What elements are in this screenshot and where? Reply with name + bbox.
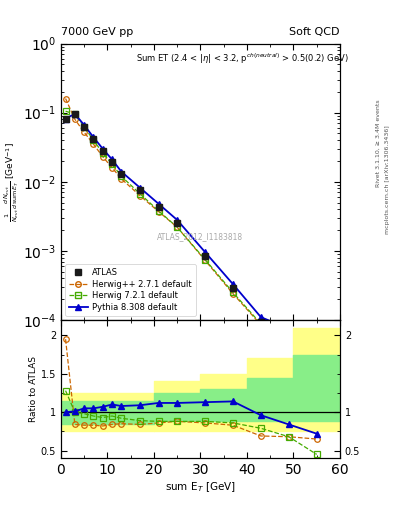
- Text: Soft QCD: Soft QCD: [290, 27, 340, 37]
- Text: 7000 GeV pp: 7000 GeV pp: [61, 27, 133, 37]
- X-axis label: sum E$_{T}$ [GeV]: sum E$_{T}$ [GeV]: [165, 480, 236, 494]
- Y-axis label: Ratio to ATLAS: Ratio to ATLAS: [29, 356, 38, 422]
- Legend: ATLAS, Herwig++ 2.7.1 default, Herwig 7.2.1 default, Pythia 8.308 default: ATLAS, Herwig++ 2.7.1 default, Herwig 7.…: [65, 264, 196, 316]
- Text: mcplots.cern.ch [arXiv:1306.3436]: mcplots.cern.ch [arXiv:1306.3436]: [385, 125, 389, 233]
- Text: Rivet 3.1.10, ≥ 3.4M events: Rivet 3.1.10, ≥ 3.4M events: [376, 99, 380, 187]
- Text: ATLAS_2012_I1183818: ATLAS_2012_I1183818: [157, 232, 244, 242]
- Y-axis label: $\frac{1}{N_{evt}}\frac{d\,N_{evt}}{d\,\mathrm{sum}\,E_T}$ [GeV$^{-1}$]: $\frac{1}{N_{evt}}\frac{d\,N_{evt}}{d\,\…: [2, 142, 21, 222]
- Text: Sum ET (2.4 < |$\eta$| < 3.2, p$^{\mathit{ch(neutral)}}$ > 0.5(0.2) GeV): Sum ET (2.4 < |$\eta$| < 3.2, p$^{\mathi…: [136, 52, 349, 66]
